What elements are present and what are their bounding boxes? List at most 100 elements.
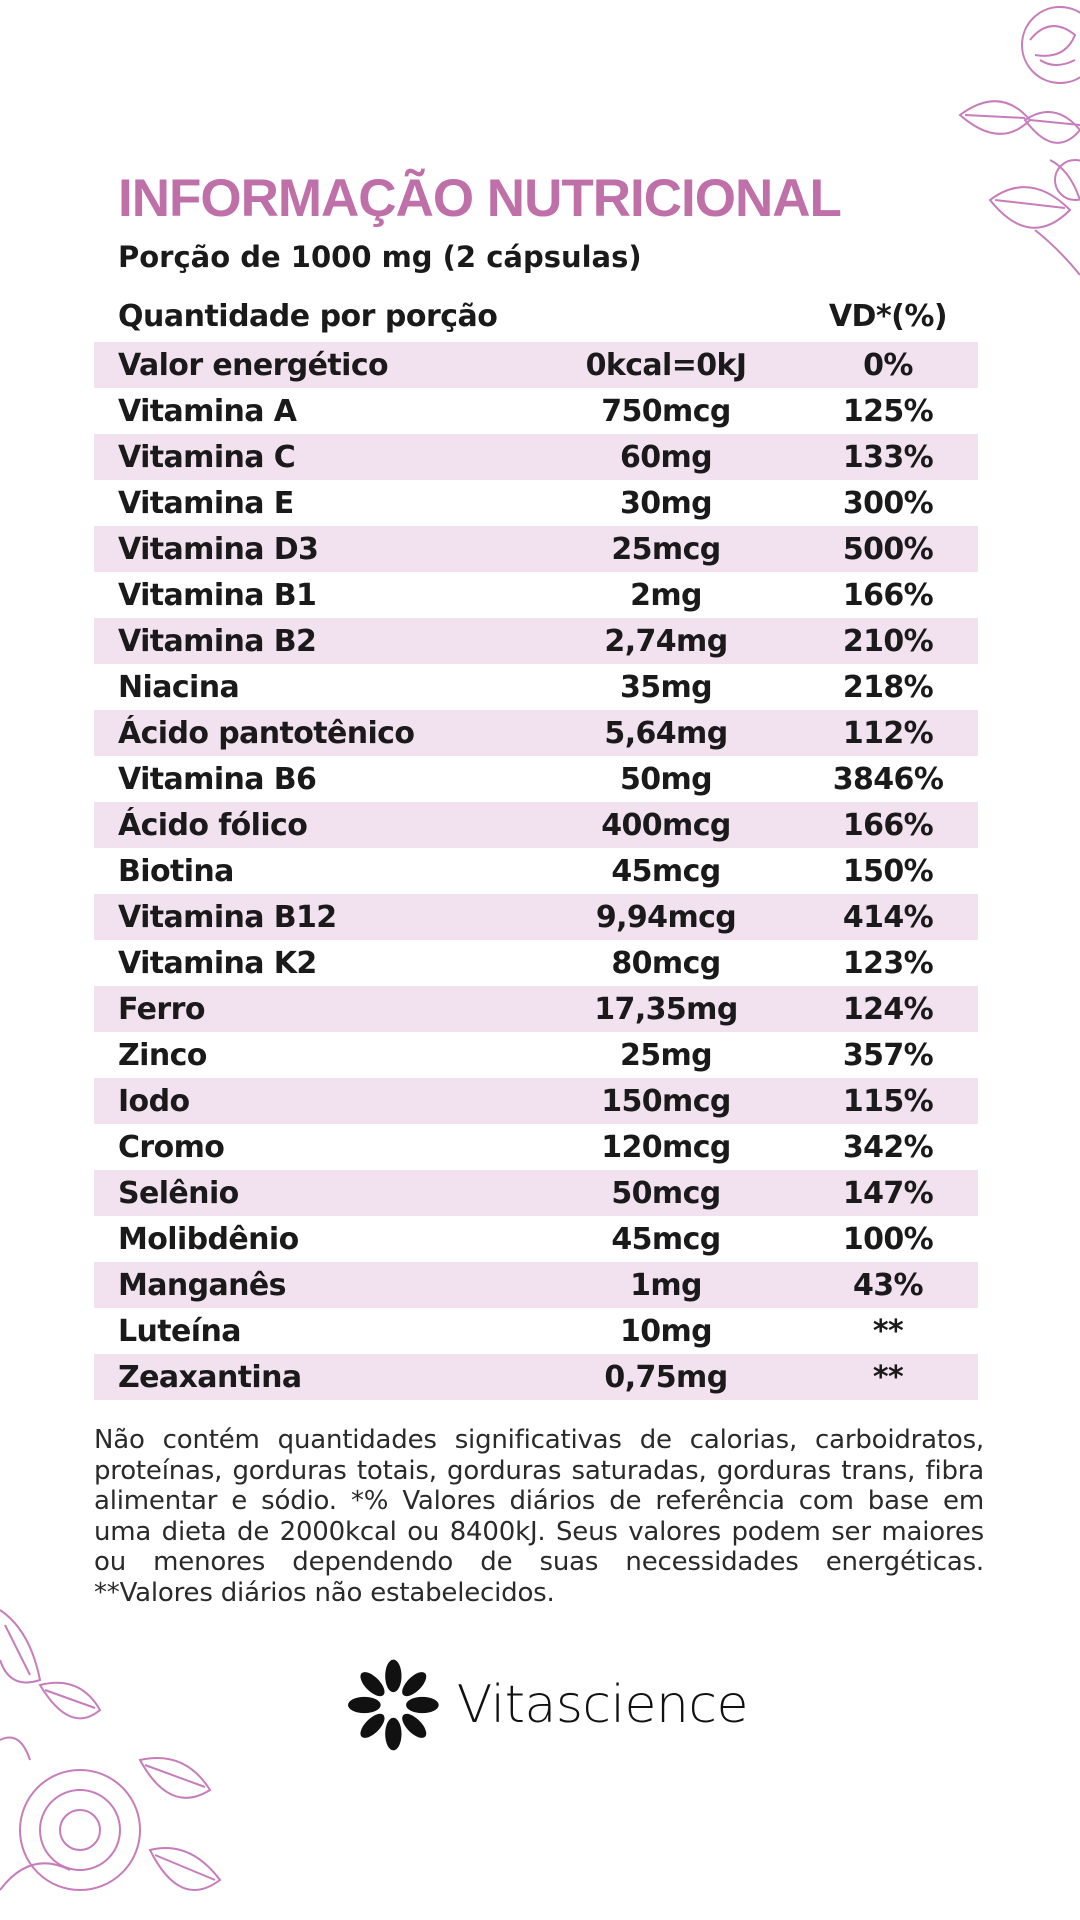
nutrient-name: Vitamina B1 — [118, 577, 317, 613]
nutrient-vd: 210% — [842, 623, 934, 659]
nutrient-name: Vitamina D3 — [118, 531, 319, 567]
nutrient-name: Molibdênio — [118, 1221, 299, 1257]
nutrient-name: Cromo — [118, 1129, 225, 1165]
nutrient-amount: 45mcg — [611, 853, 721, 889]
nutrient-amount: 10mg — [619, 1313, 713, 1349]
nutrient-amount: 30mg — [619, 485, 713, 521]
nutrient-name: Valor energético — [118, 347, 389, 383]
nutrient-vd: 115% — [842, 1083, 934, 1119]
column-header-vd: VD*(%) — [828, 299, 948, 334]
nutrient-name: Ferro — [118, 991, 205, 1027]
nutrient-amount: 9,94mcg — [595, 899, 737, 935]
nutrient-amount: 50mg — [619, 761, 713, 797]
table-row: Molibdênio 45mcg 100% — [94, 1216, 978, 1262]
nutrient-vd: 414% — [842, 899, 934, 935]
table-row: Zinco 25mg 357% — [94, 1032, 978, 1078]
table-row: Manganês 1mg 43% — [94, 1262, 978, 1308]
nutrient-name: Ácido pantotênico — [118, 715, 415, 751]
table-row: Biotina 45mcg 150% — [94, 848, 978, 894]
table-row: Vitamina B1 2mg 166% — [94, 572, 978, 618]
table-row: Iodo 150mcg 115% — [94, 1078, 978, 1124]
nutrient-amount: 80mcg — [611, 945, 721, 981]
column-header-quantity: Quantidade por porção — [118, 299, 498, 334]
leaf-cluster-icon — [348, 1659, 439, 1751]
table-row: Valor energético 0kcal=0kJ 0% — [94, 342, 978, 388]
nutrient-vd: 100% — [842, 1221, 934, 1257]
nutrient-amount: 5,64mg — [604, 715, 728, 751]
nutrient-name: Selênio — [118, 1175, 239, 1211]
nutrient-amount: 0,75mg — [604, 1359, 728, 1395]
table-row: Vitamina E 30mg 300% — [94, 480, 978, 526]
table-row: Niacina 35mg 218% — [94, 664, 978, 710]
nutrient-name: Vitamina C — [118, 439, 296, 475]
table-row: Ácido pantotênico 5,64mg 112% — [94, 710, 978, 756]
brand-name: Vitascience — [456, 1675, 749, 1735]
nutrient-amount: 120mcg — [601, 1129, 731, 1165]
nutrient-vd: 166% — [842, 577, 934, 613]
nutrient-vd: 342% — [842, 1129, 934, 1165]
nutrient-amount: 45mcg — [611, 1221, 721, 1257]
nutrient-name: Iodo — [118, 1083, 190, 1119]
nutrient-vd: 500% — [842, 531, 934, 567]
table-row: Selênio 50mcg 147% — [94, 1170, 978, 1216]
nutrient-name: Ácido fólico — [118, 807, 308, 843]
table-row: Ácido fólico 400mcg 166% — [94, 802, 978, 848]
nutrient-amount: 60mg — [619, 439, 713, 475]
nutrient-vd: 147% — [842, 1175, 934, 1211]
page-title: INFORMAÇÃO NUTRICIONAL — [118, 169, 842, 228]
nutrient-name: Vitamina B12 — [118, 899, 337, 935]
nutrient-amount: 400mcg — [601, 807, 731, 843]
nutrient-amount: 750mcg — [601, 393, 731, 429]
nutrient-vd: 166% — [842, 807, 934, 843]
table-row: Cromo 120mcg 342% — [94, 1124, 978, 1170]
nutrient-amount: 25mcg — [611, 531, 721, 567]
floral-decoration-bottom-left — [0, 1609, 222, 1891]
nutrient-amount: 2mg — [630, 577, 702, 613]
nutrient-name: Vitamina B6 — [118, 761, 317, 797]
nutrient-vd: 357% — [842, 1037, 934, 1073]
nutrient-amount: 50mcg — [611, 1175, 721, 1211]
nutrition-table: Valor energético 0kcal=0kJ 0% Vitamina A 750… — [94, 342, 978, 1400]
table-row: Ferro 17,35mg 124% — [94, 986, 978, 1032]
nutrient-amount: 1mg — [630, 1267, 702, 1303]
nutrient-vd: 133% — [842, 439, 934, 475]
nutrient-vd: 125% — [842, 393, 934, 429]
table-row: Zeaxantina 0,75mg ** — [94, 1354, 978, 1400]
nutrient-name: Vitamina E — [118, 485, 294, 521]
nutrient-vd: 218% — [842, 669, 934, 705]
nutrient-vd: 123% — [842, 945, 934, 981]
nutrient-name: Niacina — [118, 669, 240, 705]
nutrient-vd: 43% — [852, 1267, 924, 1303]
floral-decoration-top-right — [958, 6, 1080, 276]
table-row: Luteína 10mg ** — [94, 1308, 978, 1354]
nutrient-vd: ** — [872, 1359, 904, 1395]
nutrient-vd: 300% — [842, 485, 934, 521]
nutrient-amount: 0kcal=0kJ — [585, 347, 747, 383]
table-row: Vitamina A 750mcg 125% — [94, 388, 978, 434]
table-header: Quantidade por porção VD*(%) — [94, 295, 978, 339]
footnote: Não contém quantidades significativas de… — [94, 1425, 984, 1608]
nutrient-vd: 3846% — [832, 761, 944, 797]
table-row: Vitamina K2 80mcg 123% — [94, 940, 978, 986]
nutrient-amount: 2,74mg — [604, 623, 728, 659]
nutrient-name: Vitamina K2 — [118, 945, 317, 981]
brand-logo: Vitascience — [348, 1650, 749, 1760]
nutrient-amount: 35mg — [619, 669, 713, 705]
nutrient-amount: 17,35mg — [594, 991, 738, 1027]
table-row: Vitamina B12 9,94mcg 414% — [94, 894, 978, 940]
nutrient-name: Vitamina A — [118, 393, 297, 429]
nutrient-name: Zinco — [118, 1037, 207, 1073]
nutrient-name: Vitamina B2 — [118, 623, 317, 659]
nutrient-name: Biotina — [118, 853, 234, 889]
table-row: Vitamina D3 25mcg 500% — [94, 526, 978, 572]
table-row: Vitamina B2 2,74mg 210% — [94, 618, 978, 664]
nutrient-vd: 0% — [863, 347, 913, 383]
table-row: Vitamina C 60mg 133% — [94, 434, 978, 480]
table-row: Vitamina B6 50mg 3846% — [94, 756, 978, 802]
nutrient-name: Zeaxantina — [118, 1359, 302, 1395]
serving-size: Porção de 1000 mg (2 cápsulas) — [118, 240, 642, 274]
nutrient-name: Manganês — [118, 1267, 287, 1303]
nutrient-name: Luteína — [118, 1313, 241, 1349]
nutrient-vd: 124% — [842, 991, 934, 1027]
nutrient-amount: 25mg — [619, 1037, 713, 1073]
